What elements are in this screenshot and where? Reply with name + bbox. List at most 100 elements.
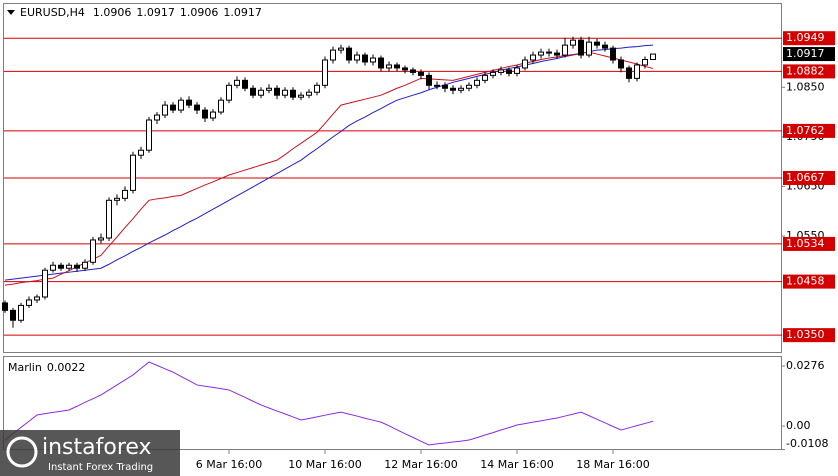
candle-body [426,74,432,86]
candle-body [178,99,184,111]
level-label-bg [783,236,835,251]
indicator-name: Marlin [8,361,42,374]
candle-body [410,69,416,73]
indicator-panel [3,356,782,450]
candle-body [626,67,632,79]
open-value: 1.0906 [93,6,132,19]
candle-body [642,59,648,66]
level-label: 1.0949 [786,31,825,44]
close-value: 1.0917 [223,6,262,19]
candle-body [274,87,280,96]
candle-body [258,89,264,96]
level-label-bg [783,170,835,185]
candle-body [450,87,456,91]
candle-body [234,79,240,86]
watermark-logo [6,436,38,468]
candle-body [490,71,496,76]
candle-body [82,261,88,269]
candle-body [58,264,64,269]
level-label: 1.0534 [786,237,825,250]
candle-body [314,84,320,93]
candle-body [114,197,120,201]
candle-body [522,59,528,69]
candle-body [18,304,24,321]
candle-body [402,67,408,71]
candle-body [186,99,192,106]
candle-body [290,89,296,98]
level-label: 1.0762 [786,124,825,137]
candle-body [418,71,424,76]
candle-body [34,296,40,301]
candle-body [570,39,576,46]
moving-average [4,51,654,286]
low-value: 1.0906 [180,6,219,19]
candle-body [386,64,392,69]
candle-body [498,69,504,73]
candle-body [210,111,216,119]
moving-average [4,44,654,281]
candle-body [578,39,584,56]
candle-body [650,53,656,61]
candle-body [266,87,272,91]
level-label-bg [783,64,835,79]
candle-body [10,309,16,321]
watermark-bg [0,430,180,476]
x-tick-label: 6 Mar 16:00 [196,458,262,471]
indicator-value: 0.0022 [47,361,86,374]
candle-body [602,44,608,49]
candle-body [594,41,600,46]
candle-body [130,154,136,191]
candle-body [98,237,104,241]
candle-body [194,104,200,111]
candle-body [26,299,32,306]
candle-body [138,149,144,156]
candle-body [474,79,480,86]
y-tick-label: 0.00 [786,419,811,432]
candle-body [458,87,464,91]
candle-body [634,64,640,79]
candle-body [282,89,288,96]
level-label: 1.0667 [786,171,825,184]
current-price-label: 1.0917 [786,47,825,60]
candle-body [514,67,520,74]
y-tick-label: 1.0850 [786,80,825,93]
candle-body [2,302,8,311]
candle-body [610,47,616,61]
candle-body [562,44,568,56]
candle-body [354,54,360,61]
candle-body [442,84,448,89]
watermark-tagline: Instant Forex Trading [48,462,153,473]
candle-body [538,51,544,56]
candle-body [218,99,224,113]
level-label-bg [783,328,835,343]
candle-body [90,239,96,263]
candle-body [250,87,256,96]
candle-body [74,264,80,269]
candle-body [170,104,176,111]
candle-body [554,52,560,56]
candle-body [506,69,512,74]
candle-body [306,91,312,96]
candle-body [42,269,48,298]
candle-body [370,57,376,63]
indicator-line [4,361,654,446]
level-label: 1.0882 [786,64,825,77]
candle-body [346,47,352,61]
x-tick-label: 14 Mar 16:00 [480,458,553,471]
candle-body [618,59,624,69]
candle-body [146,119,152,151]
level-label: 1.0350 [786,328,825,341]
candle-body [50,264,56,271]
candle-body [586,41,592,56]
plot-area [2,36,782,446]
y-tick-label: 0.0276 [786,359,825,372]
y-tick-label: -0.0108 [786,437,828,450]
high-value: 1.0917 [136,6,175,19]
x-tick-label: 18 Mar 16:00 [576,458,649,471]
candle-body [122,189,128,199]
candle-body [154,114,160,121]
indicator-title: Marlin 0.0022 [8,361,85,374]
x-tick-label: 12 Mar 16:00 [384,458,457,471]
candle-body [530,54,536,61]
